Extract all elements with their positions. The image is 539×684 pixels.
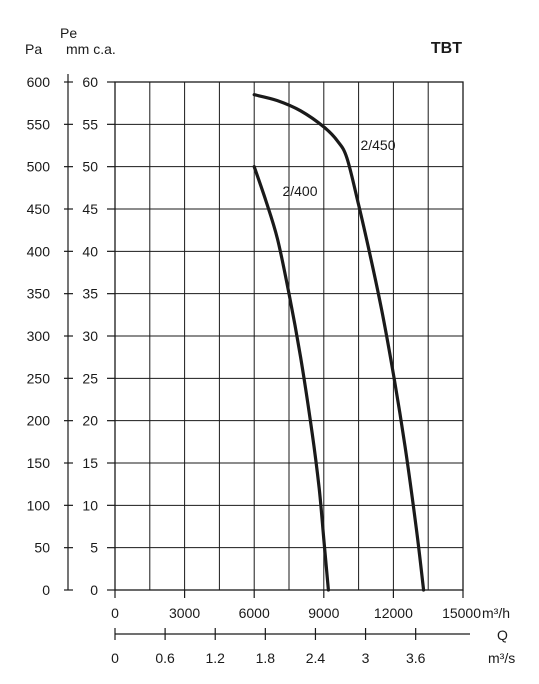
m3s-axis: 0 0.6 1.2 1.8 2.4 3 3.6 [111,628,426,666]
m3h-tick-label: 15000 [442,605,481,621]
mmca-tick-label: 25 [82,370,98,386]
mmca-tick-label: 10 [82,497,98,513]
m3h-tick-label: 12000 [374,605,413,621]
mmca-tick-label: 30 [82,328,98,344]
mmca-tick-label: 60 [82,74,98,90]
pa-tick-label: 550 [27,116,51,132]
m3s-tick-label: 1.8 [256,650,276,666]
mmca-tick-label: 20 [82,413,98,429]
m3h-tick-label: 3000 [169,605,200,621]
mmca-tick-label: 50 [82,159,98,175]
mmca-tick-label: 5 [90,540,98,556]
plot-grid [115,82,463,590]
y-right-unit: mm c.a. [66,41,116,57]
m3h-tick-label: 6000 [239,605,270,621]
m3s-tick-label: 3.6 [406,650,426,666]
mmca-tick-label: 35 [82,286,98,302]
m3h-tick-label: 0 [111,605,119,621]
m3h-axis: 0 3000 6000 9000 12000 15000 [111,590,481,621]
y-left-unit: Pa [25,41,42,57]
y-left-title: Pe [60,25,77,41]
x-title-q: Q [497,627,508,643]
mmca-tick-label: 40 [82,243,98,259]
mmca-axis: 0 5 10 15 20 25 30 35 40 45 50 55 60 [82,74,115,598]
mmca-tick-label: 15 [82,455,98,471]
pa-tick-label: 50 [34,540,50,556]
mmca-tick-label: 55 [82,116,98,132]
m3s-tick-label: 0.6 [155,650,175,666]
series-2-450-line [252,93,426,592]
pa-tick-label: 0 [42,582,50,598]
pa-tick-label: 600 [27,74,51,90]
series-2-450-label: 2/450 [360,137,395,153]
pa-tick-label: 200 [27,413,51,429]
pa-tick-label: 150 [27,455,51,471]
pa-tick-label: 250 [27,370,51,386]
pa-tick-label: 100 [27,497,51,513]
x-unit-m3s: m³/s [488,650,515,666]
mmca-tick-label: 0 [90,582,98,598]
m3h-tick-label: 9000 [308,605,339,621]
pa-tick-label: 400 [27,243,51,259]
mmca-tick-label: 45 [82,201,98,217]
x-unit-m3h: m³/h [482,605,510,621]
series-2-400-label: 2/400 [282,183,317,199]
m3s-tick-label: 0 [111,650,119,666]
m3s-tick-label: 3 [362,650,370,666]
pa-tick-label: 500 [27,159,51,175]
m3s-tick-label: 2.4 [306,650,326,666]
pa-tick-label: 350 [27,286,51,302]
chart-title: TBT [431,40,462,57]
series-2-400-line [252,165,330,592]
m3s-tick-label: 1.2 [205,650,225,666]
pa-tick-label: 450 [27,201,51,217]
pa-tick-label: 300 [27,328,51,344]
pa-axis: 0 50 100 150 200 250 300 350 400 450 500 550 600 [27,74,73,598]
series-layer: 2/400 2/450 [252,93,426,592]
